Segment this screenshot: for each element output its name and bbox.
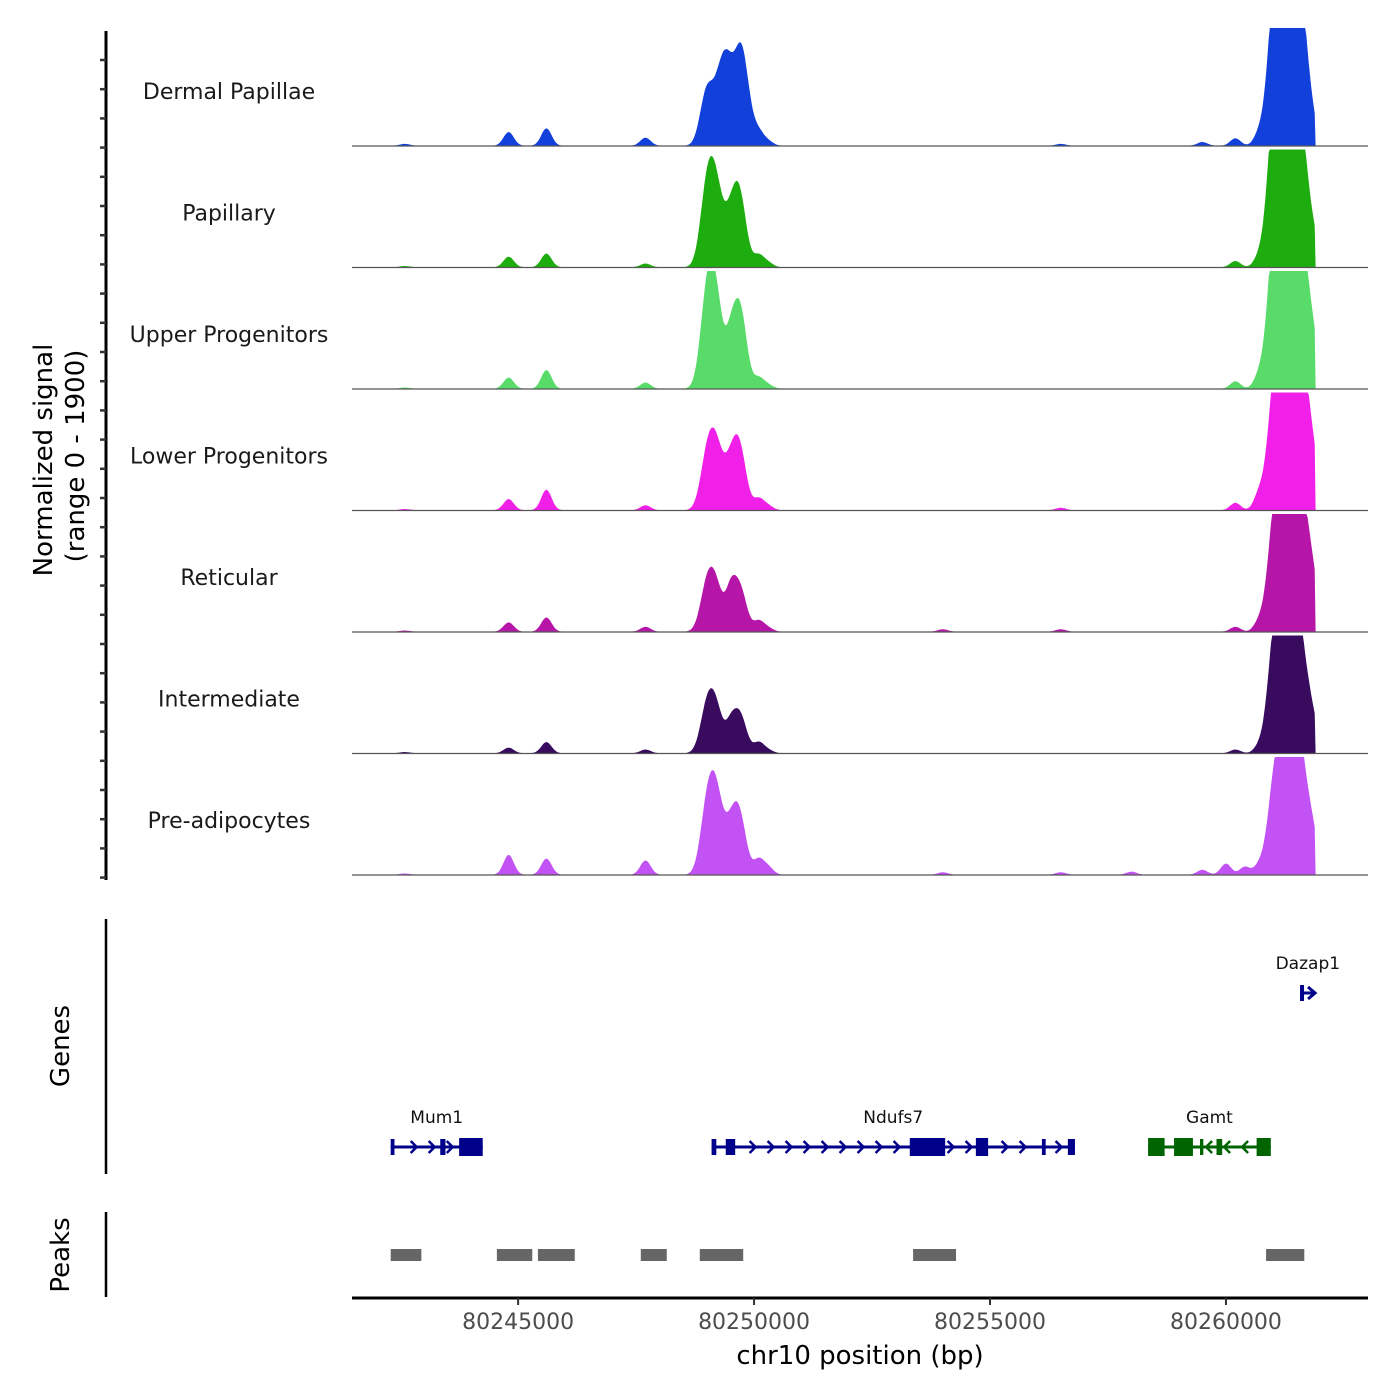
strand-arrow [1000, 1140, 1010, 1154]
signal-area [352, 392, 1316, 511]
peak-region [390, 1249, 422, 1261]
gene-label: Ndufs7 [863, 1108, 923, 1128]
exon [1067, 1139, 1075, 1155]
strand-arrow [1222, 1140, 1231, 1154]
strand-arrow [409, 1140, 419, 1154]
exon [1041, 1139, 1046, 1155]
track-label: Dermal Papillae [143, 80, 315, 105]
signal-area [352, 514, 1316, 632]
track-label: Reticular [180, 566, 278, 591]
track-reticular: Reticular [180, 514, 1368, 633]
exon [1174, 1138, 1193, 1156]
strand-arrow [784, 1140, 794, 1154]
peak-region [1266, 1249, 1305, 1261]
strand-arrow [964, 1140, 974, 1154]
exon [1256, 1138, 1271, 1156]
track-lower-progenitors: Lower Progenitors [130, 392, 1368, 512]
x-tick-label: 80260000 [1170, 1310, 1282, 1335]
signal-area [352, 635, 1316, 754]
exon [975, 1138, 989, 1156]
exon [440, 1139, 446, 1155]
x-axis-ticks: 80245000 80250000 80255000 80260000 [462, 1298, 1282, 1335]
exon [1200, 1139, 1204, 1155]
strand-arrow [946, 1140, 956, 1154]
track-papillary: Papillary [182, 149, 1368, 269]
x-axis-title: chr10 position (bp) [736, 1341, 983, 1371]
track-label: Lower Progenitors [130, 445, 328, 470]
strand-arrow [748, 1140, 758, 1154]
strand-arrow [874, 1140, 884, 1154]
strand-arrow [1054, 1140, 1064, 1154]
signal-area [352, 149, 1316, 268]
exon [1216, 1139, 1223, 1155]
exon [725, 1139, 736, 1155]
track-label: Upper Progenitors [130, 323, 329, 348]
gene-label: Gamt [1186, 1108, 1233, 1128]
gene-ndufs7: Ndufs7 [711, 1108, 1075, 1156]
gene-dazap1: Dazap1 [1276, 954, 1340, 1001]
y-axis-title-line2: (range 0 - 1900) [61, 350, 91, 563]
track-upper-progenitors: Upper Progenitors [130, 271, 1368, 390]
x-tick-label: 80245000 [462, 1310, 574, 1335]
genes-panel-label: Genes [46, 1005, 76, 1087]
track-pre-adipocytes: Pre-adipocytes [148, 757, 1368, 876]
strand-arrow [838, 1140, 848, 1154]
strand-arrow [427, 1140, 437, 1154]
signal-area [352, 28, 1316, 146]
signal-area [352, 271, 1316, 389]
exon [909, 1138, 946, 1156]
peak-region [699, 1249, 744, 1261]
signal-y-ticks [100, 58, 106, 879]
strand-arrow [856, 1140, 866, 1154]
strand-arrow [892, 1140, 902, 1154]
x-tick-label: 80250000 [698, 1310, 810, 1335]
strand-arrow [445, 1140, 455, 1154]
exon [459, 1138, 483, 1156]
peaks-panel-label: Peaks [46, 1217, 76, 1292]
strand-arrow [1204, 1140, 1213, 1154]
peak-region [496, 1249, 533, 1261]
gene-annotations: Mum1 Ndufs7 Gamt Dazap1 [390, 954, 1340, 1156]
peak-region [537, 1249, 575, 1261]
strand-arrow [1307, 985, 1318, 1001]
track-dermal-papillae: Dermal Papillae [143, 28, 1368, 147]
track-label: Pre-adipocytes [148, 809, 311, 834]
strand-arrow [802, 1140, 812, 1154]
track-intermediate: Intermediate [158, 635, 1368, 755]
peak-region [640, 1249, 667, 1261]
signal-area [352, 757, 1316, 875]
track-label: Papillary [182, 202, 276, 227]
track-label: Intermediate [158, 688, 300, 713]
gene-label: Dazap1 [1276, 954, 1340, 974]
gene-gamt: Gamt [1148, 1108, 1271, 1156]
strand-arrow [1018, 1140, 1028, 1154]
signal-tracks: Dermal Papillae Papillary Upper Progenitor… [130, 28, 1368, 876]
exon [390, 1139, 395, 1155]
peak-region [913, 1249, 957, 1261]
exon [711, 1139, 717, 1155]
gene-mum1: Mum1 [390, 1108, 483, 1156]
exon [1148, 1138, 1165, 1156]
strand-arrow [766, 1140, 776, 1154]
gene-label: Mum1 [410, 1108, 463, 1128]
y-axis-title-line1: Normalized signal [29, 344, 59, 577]
peak-regions [390, 1249, 1305, 1261]
strand-arrow [1240, 1140, 1249, 1154]
strand-arrow [820, 1140, 830, 1154]
x-tick-label: 80255000 [934, 1310, 1046, 1335]
